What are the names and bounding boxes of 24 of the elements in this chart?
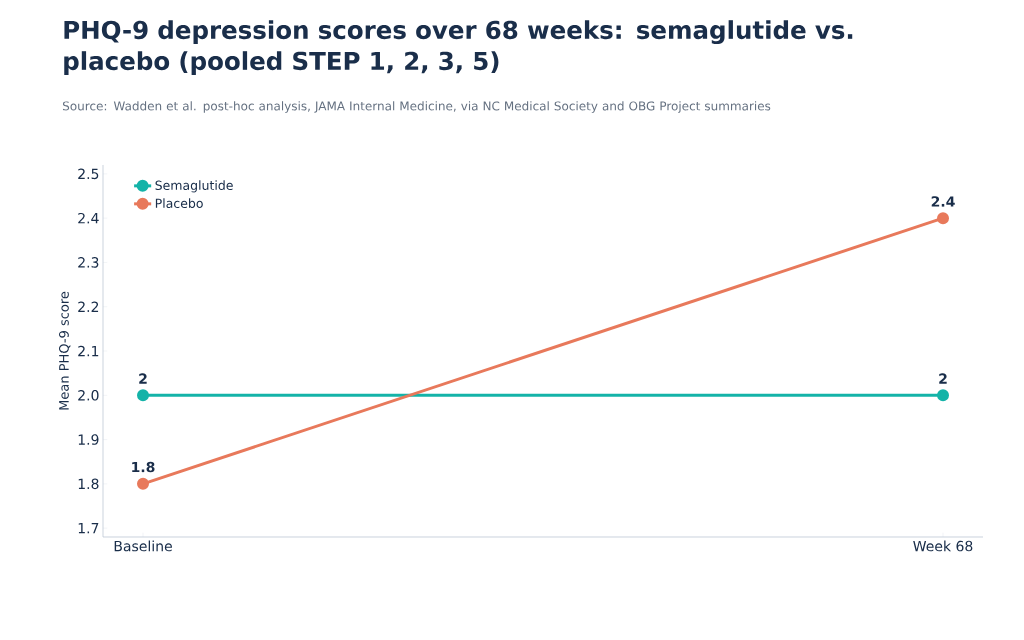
x-tick-label: Baseline — [114, 540, 172, 552]
y-tick-label: 2.0 — [78, 389, 99, 401]
chart-title: PHQ-9 depression scores over 68 weeks: semaglutide vs. placebo (pooled STEP 1, 2, 3, 5) — [64, 20, 853, 75]
point — [137, 477, 149, 490]
y-tick-label: 2.1 — [78, 345, 99, 357]
data-label: 1.8 — [132, 461, 155, 473]
data-label: 2 — [939, 373, 947, 384]
legend-label: Semaglutide — [155, 180, 233, 193]
point — [137, 389, 149, 402]
chart-subtitle: Source: Wadden et al. post-hoc analysis, JAMA Internal Medicine, via NC Medical Society and OBG Project summaries — [62, 101, 771, 113]
legend-label: Placebo — [155, 198, 203, 209]
y-tick-label: 1.8 — [78, 478, 99, 490]
point — [937, 212, 950, 225]
point — [937, 389, 950, 402]
y-tick-label: 2.5 — [78, 168, 99, 180]
data-label: 2 — [139, 373, 147, 384]
x-tick-label: Week 68 — [913, 540, 973, 552]
y-tick-label: 2.3 — [78, 257, 99, 268]
data-label: 2.4 — [931, 196, 955, 207]
y-tick-label: 2.2 — [78, 301, 99, 312]
y-tick-label: 1.9 — [78, 434, 99, 445]
y-tick-label: 2.4 — [78, 212, 99, 224]
y-tick-label: 1.7 — [78, 523, 99, 534]
y-axis-title: Mean PHQ-9 score — [59, 291, 71, 410]
